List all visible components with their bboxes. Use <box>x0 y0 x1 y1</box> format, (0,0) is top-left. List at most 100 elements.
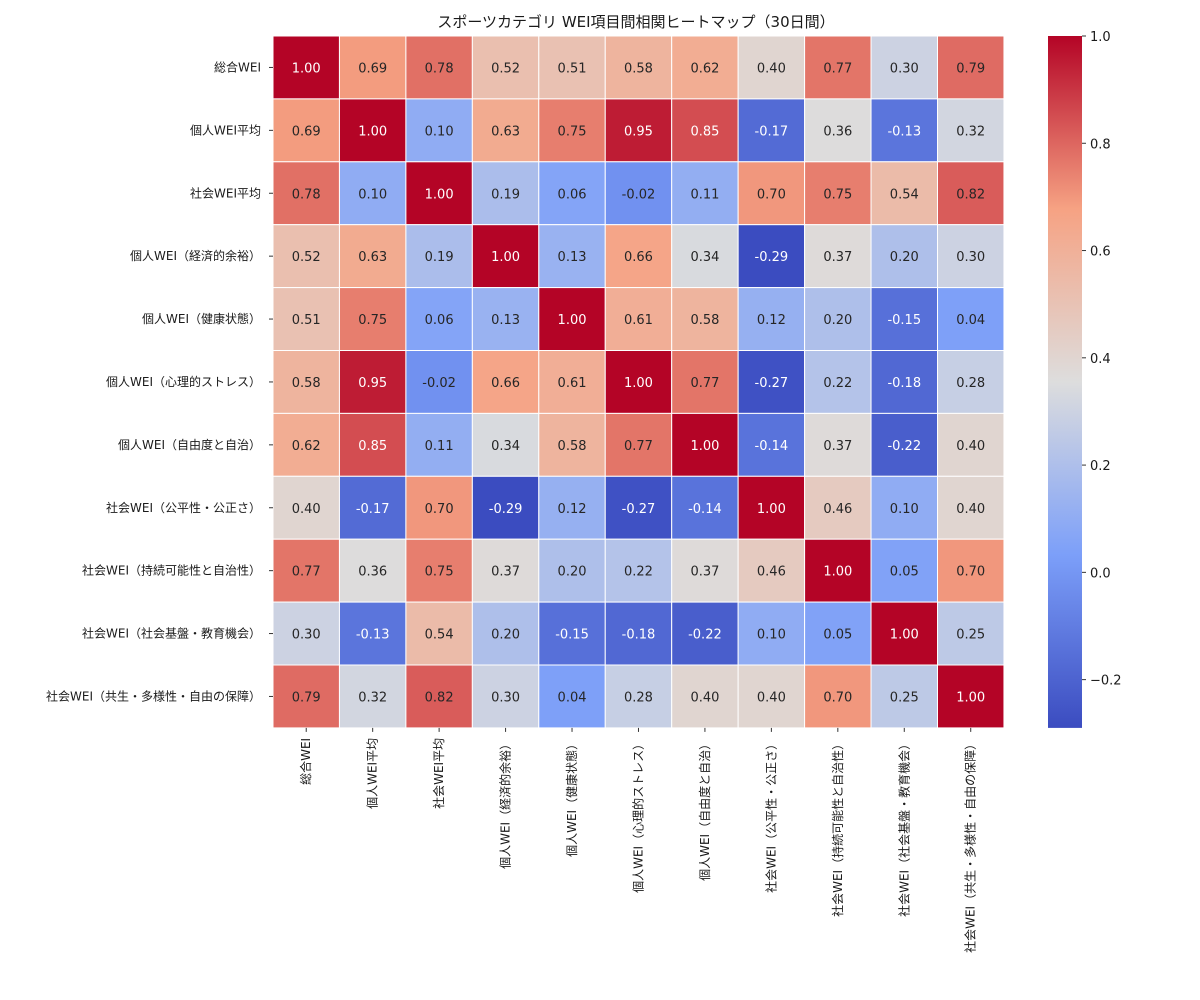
cell-value-label: 0.63 <box>491 124 520 139</box>
column-label: 個人WEI平均 <box>366 738 380 809</box>
cell-value-label: 0.37 <box>823 250 852 265</box>
cell-value-label: 0.75 <box>358 313 387 328</box>
heatmap-cell <box>471 412 540 477</box>
cell-value-label: -0.29 <box>489 502 523 517</box>
heatmap-cell <box>870 224 938 289</box>
cell-value-label: 0.32 <box>956 124 985 139</box>
column-label: 個人WEI（心理的ストレス） <box>630 738 645 893</box>
heatmap-cell <box>671 412 739 477</box>
cell-value-label: -0.14 <box>688 502 722 517</box>
colorbar-gradient <box>1048 36 1082 728</box>
heatmap-cell <box>272 475 340 540</box>
cell-value-label: 0.62 <box>690 61 719 76</box>
cell-value-label: 0.66 <box>624 250 653 265</box>
cell-value-label: -0.27 <box>622 502 656 517</box>
cell-value-label: 0.30 <box>956 250 985 265</box>
cell-value-label: 1.00 <box>624 376 653 391</box>
heatmap-cell <box>272 98 340 163</box>
cell-value-label: 1.00 <box>690 439 719 454</box>
column-label: 総合WEI <box>298 738 313 785</box>
cell-value-label: 1.00 <box>890 628 919 643</box>
heatmap-cell <box>272 538 340 603</box>
colorbar-tick-label: 0.2 <box>1090 459 1111 474</box>
cell-value-label: 0.37 <box>690 565 719 580</box>
cell-value-label: 0.28 <box>624 690 653 705</box>
cell-value-label: 0.70 <box>956 565 985 580</box>
heatmap-cell <box>804 287 872 352</box>
cell-value-label: 0.95 <box>624 124 653 139</box>
cell-value-label: -0.13 <box>887 124 921 139</box>
cell-value-label: 0.30 <box>491 690 520 705</box>
colorbar-tick-label: 1.0 <box>1090 30 1111 45</box>
heatmap-cell <box>804 98 872 163</box>
cell-value-label: -0.14 <box>755 439 789 454</box>
cell-value-label: 0.12 <box>558 502 587 517</box>
column-label: 社会WEI（共生・多様性・自由の保障） <box>963 738 978 953</box>
heatmap-cell <box>538 664 606 729</box>
heatmap-cell <box>737 35 806 100</box>
heatmap-cell <box>604 161 673 226</box>
row-label: 個人WEI（健康状態） <box>142 311 261 326</box>
cell-value-label: 0.95 <box>358 376 387 391</box>
column-label: 個人WEI（経済的余裕） <box>498 738 513 869</box>
heatmap-cell <box>604 35 673 100</box>
heatmap-cell <box>405 224 473 289</box>
cell-value-label: 0.05 <box>890 565 919 580</box>
cell-value-label: 0.40 <box>757 690 786 705</box>
cell-value-label: 0.36 <box>358 565 387 580</box>
colorbar-tick-label: 0.6 <box>1090 245 1111 260</box>
heatmap-cell <box>604 287 673 352</box>
heatmap-cell <box>870 98 938 163</box>
cell-value-label: 0.79 <box>292 690 321 705</box>
cell-value-label: 0.11 <box>690 187 719 202</box>
heatmap-cell <box>471 601 540 666</box>
heatmap-cell <box>804 161 872 226</box>
heatmap-cell <box>870 475 938 540</box>
heatmap-cell <box>272 601 340 666</box>
heatmap-cell <box>338 664 407 729</box>
heatmap-cell <box>870 35 938 100</box>
heatmap-cell <box>804 538 872 603</box>
cell-value-label: 0.25 <box>956 628 985 643</box>
heatmap-cell <box>272 350 340 414</box>
cell-value-label: 0.20 <box>823 313 852 328</box>
column-label: 個人WEI（自由度と自治） <box>697 738 712 881</box>
cell-value-label: 1.00 <box>491 250 520 265</box>
cell-value-label: 0.40 <box>956 439 985 454</box>
heatmap-cell <box>671 161 739 226</box>
heatmap-cell <box>538 98 606 163</box>
heatmap-cell <box>604 98 673 163</box>
heatmap-cell <box>471 475 540 540</box>
row-label: 社会WEI（公平性・公正さ） <box>106 500 261 515</box>
cell-value-label: 0.58 <box>624 61 653 76</box>
heatmap-cell <box>604 412 673 477</box>
cell-value-label: 1.00 <box>823 565 852 580</box>
cell-value-label: 0.30 <box>292 628 321 643</box>
heatmap-cell <box>671 475 739 540</box>
cell-value-label: 0.05 <box>823 628 852 643</box>
heatmap-cell <box>604 350 673 414</box>
colorbar-tick-label: 0.0 <box>1090 566 1111 581</box>
cell-value-label: 0.22 <box>624 565 653 580</box>
cell-value-label: 0.82 <box>425 690 454 705</box>
colorbar-tick-label: −0.2 <box>1090 674 1122 689</box>
heatmap-cell <box>471 224 540 289</box>
heatmap-cell <box>338 35 407 100</box>
cell-value-label: 0.40 <box>956 502 985 517</box>
heatmap-cell <box>405 287 473 352</box>
cell-value-label: 0.22 <box>823 376 852 391</box>
cell-value-label: 0.06 <box>425 313 454 328</box>
cell-value-label: 0.10 <box>358 187 387 202</box>
cell-value-label: 1.00 <box>292 61 321 76</box>
heatmap-cell <box>405 161 473 226</box>
chart-title: スポーツカテゴリ WEI項目間相関ヒートマップ（30日間） <box>437 13 834 31</box>
cell-value-label: -0.27 <box>755 376 789 391</box>
heatmap-cell <box>405 98 473 163</box>
cell-value-label: 0.10 <box>425 124 454 139</box>
cell-value-label: -0.13 <box>356 628 390 643</box>
row-label: 社会WEI（持続可能性と自治性） <box>82 563 261 578</box>
heatmap-cell <box>937 350 1005 414</box>
cell-value-label: 0.19 <box>425 250 454 265</box>
cell-value-label: 1.00 <box>558 313 587 328</box>
heatmap-cell <box>538 161 606 226</box>
